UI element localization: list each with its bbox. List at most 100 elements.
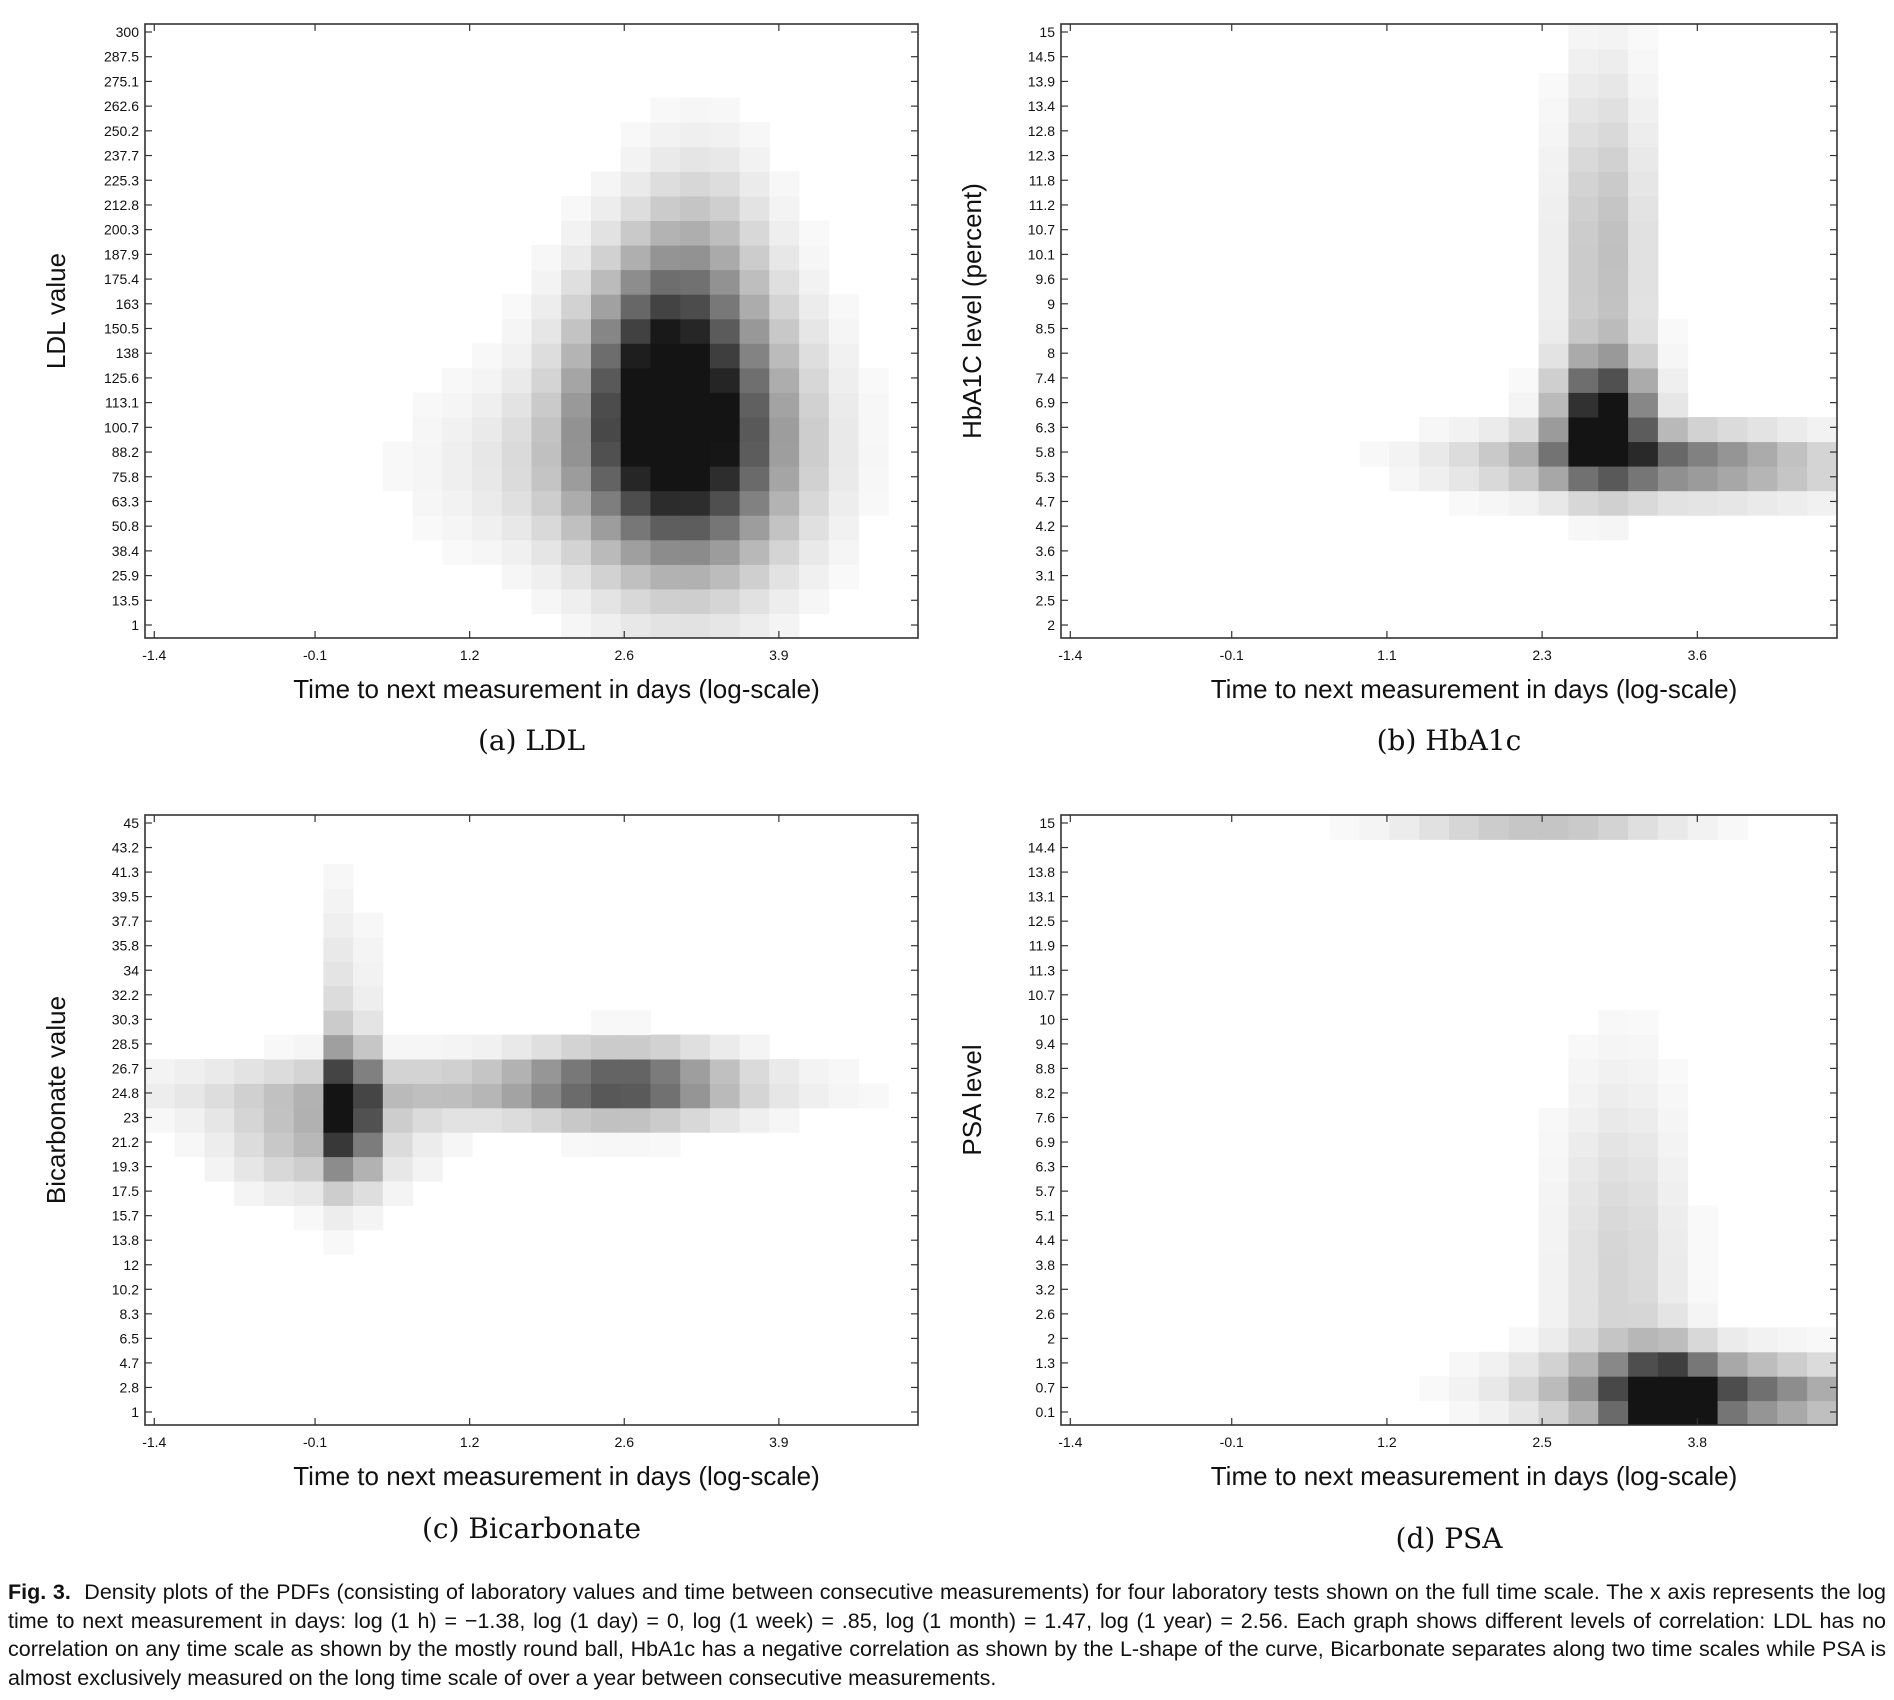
heatmap-cell bbox=[828, 564, 859, 590]
heatmap-cell bbox=[739, 539, 770, 565]
y-tick-label: 262.6 bbox=[104, 98, 139, 114]
heatmap-cell bbox=[709, 490, 741, 516]
heatmap-cell bbox=[1568, 1303, 1599, 1328]
heatmap-cell bbox=[1628, 318, 1659, 344]
heatmap-cell bbox=[531, 564, 562, 590]
heatmap-cell bbox=[531, 539, 562, 565]
panel-hba1c: 2 2.5 3.1 3.6 4.2 4.7 5.3 5.8 6.3 6.9 7.4 8 8.5 9 9.6 1… bbox=[957, 23, 1838, 757]
y-tick-label: 12 bbox=[123, 1257, 139, 1273]
y-tick-label: 5.8 bbox=[1036, 444, 1056, 460]
heatmap-cell bbox=[234, 1059, 265, 1084]
y-tick-label: 187.9 bbox=[104, 246, 139, 262]
heatmap-cell bbox=[1598, 1083, 1629, 1109]
heatmap-cell bbox=[620, 1083, 651, 1109]
heatmap-cell bbox=[591, 269, 622, 295]
y-tick-label: 13.5 bbox=[112, 592, 139, 608]
heatmap-cell bbox=[1628, 392, 1659, 418]
heatmap-cell bbox=[591, 1083, 622, 1109]
heatmap-cell bbox=[799, 564, 830, 590]
heatmap-cell bbox=[442, 1107, 473, 1133]
heatmap-cell bbox=[1777, 490, 1808, 516]
heatmap-cell bbox=[620, 245, 651, 271]
heatmap-cell bbox=[591, 539, 622, 565]
heatmap-cell bbox=[1508, 1351, 1539, 1377]
heatmap-cell bbox=[531, 343, 562, 369]
heatmap-cell bbox=[1807, 1351, 1838, 1377]
heatmap-cell bbox=[472, 466, 503, 492]
heatmap-cell bbox=[591, 195, 622, 221]
heatmap-cell bbox=[680, 539, 711, 565]
heatmap-cell bbox=[620, 1107, 651, 1133]
heatmap-cell bbox=[234, 1107, 265, 1133]
heatmap-cell bbox=[1538, 245, 1569, 271]
heatmap-cell bbox=[620, 490, 651, 516]
y-axis-label: HbA1C level (percent) bbox=[957, 183, 987, 439]
heatmap-cell bbox=[263, 1083, 295, 1109]
subcaption: (d) PSA bbox=[1396, 1522, 1504, 1555]
heatmap-cell bbox=[1717, 1376, 1748, 1402]
heatmap-cell bbox=[1449, 466, 1480, 492]
heatmap-cell bbox=[1598, 1376, 1629, 1402]
heatmap-cell bbox=[1657, 466, 1689, 492]
heatmap-cell bbox=[1568, 1181, 1599, 1206]
heatmap-cell bbox=[531, 269, 562, 295]
heatmap-cell bbox=[1628, 269, 1659, 295]
heatmap-cell bbox=[1628, 490, 1659, 516]
heatmap-cell bbox=[472, 392, 503, 418]
heatmap-cells bbox=[1329, 815, 1838, 1426]
heatmap-cell bbox=[769, 392, 800, 418]
heatmap-cell bbox=[1568, 1083, 1599, 1109]
heatmap-cell bbox=[353, 937, 384, 962]
heatmap-cell bbox=[263, 1034, 295, 1060]
heatmap-cell bbox=[709, 1107, 741, 1133]
heatmap-cell bbox=[1598, 48, 1629, 74]
heatmap-cell bbox=[620, 294, 651, 320]
heatmap-cell bbox=[828, 490, 859, 516]
heatmap-cell bbox=[382, 1181, 413, 1206]
heatmap-cell bbox=[709, 588, 741, 614]
heatmap-cell bbox=[799, 392, 830, 418]
heatmap-cell bbox=[1717, 1351, 1748, 1377]
y-tick-label: 8.2 bbox=[1036, 1085, 1056, 1101]
heatmap-cell bbox=[1657, 1107, 1689, 1133]
heatmap-cell bbox=[650, 146, 681, 172]
heatmap-cell bbox=[1568, 48, 1599, 74]
y-tick-label: 13.8 bbox=[112, 1232, 139, 1248]
heatmap-cell bbox=[709, 1059, 741, 1084]
heatmap-cell bbox=[620, 146, 651, 172]
heatmap-cell bbox=[709, 146, 741, 172]
y-tick-label: 15 bbox=[1039, 24, 1055, 40]
x-tick-label: -0.1 bbox=[1220, 647, 1244, 663]
heatmap-cell bbox=[591, 171, 622, 197]
heatmap-cell bbox=[709, 441, 741, 467]
y-tick-label: 10 bbox=[1039, 1011, 1055, 1027]
y-tick-label: 5.1 bbox=[1036, 1208, 1056, 1224]
heatmap-cell bbox=[323, 1010, 354, 1036]
y-tick-label: 8.5 bbox=[1036, 321, 1056, 337]
heatmap-cell bbox=[799, 515, 830, 541]
y-tick-label: 10.1 bbox=[1028, 246, 1055, 262]
heatmap-cell bbox=[620, 515, 651, 541]
x-tick-label: 2.3 bbox=[1532, 647, 1552, 663]
heatmap-cell bbox=[1628, 367, 1659, 393]
heatmap-cell bbox=[650, 1034, 681, 1060]
heatmap-cell bbox=[382, 1132, 413, 1158]
heatmap-cell bbox=[501, 367, 532, 393]
heatmap-cell bbox=[323, 1059, 354, 1084]
x-tick-label: -1.4 bbox=[142, 1434, 166, 1450]
heatmap-cell bbox=[620, 539, 651, 565]
heatmap-cell bbox=[1508, 815, 1539, 840]
heatmap-cell bbox=[620, 1034, 651, 1060]
heatmap-cell bbox=[1538, 1156, 1569, 1182]
heatmap-cell bbox=[1538, 122, 1569, 148]
heatmap-cell bbox=[680, 195, 711, 221]
heatmap-cell bbox=[1598, 1351, 1629, 1377]
heatmap-cell bbox=[828, 539, 859, 565]
figure-panels: 113.525.938.450.863.375.888.2100.7113.11… bbox=[41, 23, 1838, 1555]
heatmap-cell bbox=[1478, 417, 1510, 443]
heatmap-cell bbox=[620, 269, 651, 295]
heatmap-cell bbox=[1538, 490, 1569, 516]
heatmap-cell bbox=[799, 417, 830, 443]
heatmap-cell bbox=[709, 269, 741, 295]
heatmap-cell bbox=[620, 195, 651, 221]
